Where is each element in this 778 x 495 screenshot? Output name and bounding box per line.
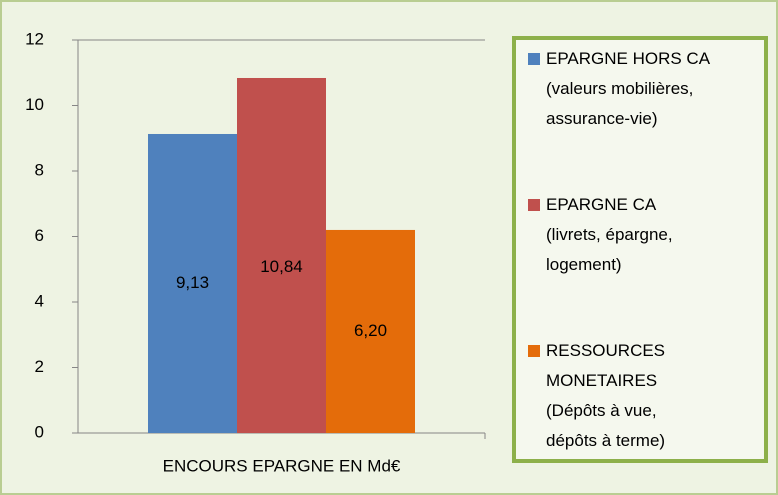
legend-label: EPARGNE HORS CA (valeurs mobilières, ass… xyxy=(546,49,711,128)
y-tick-label: 0 xyxy=(35,422,44,441)
y-tick-label: 12 xyxy=(25,29,44,48)
bar xyxy=(237,77,326,434)
legend-entry: RESSOURCES MONETAIRES (Dépôts à vue, dép… xyxy=(528,336,665,456)
y-tick-label: 4 xyxy=(35,291,44,310)
bar xyxy=(148,133,237,433)
y-tick-label: 2 xyxy=(35,357,44,376)
legend-entry: EPARGNE HORS CA (valeurs mobilières, ass… xyxy=(528,44,710,134)
y-tick-label: 8 xyxy=(35,160,44,179)
legend-label: RESSOURCES MONETAIRES (Dépôts à vue, dép… xyxy=(546,341,666,450)
y-tick-label: 6 xyxy=(35,226,44,245)
legend-swatch xyxy=(528,199,540,211)
legend: EPARGNE HORS CA (valeurs mobilières, ass… xyxy=(512,36,768,463)
legend-entry: EPARGNE CA (livrets, épargne, logement) xyxy=(528,190,673,280)
y-tick-label: 10 xyxy=(25,95,44,114)
value-label: 9,13 xyxy=(176,273,209,292)
legend-swatch xyxy=(528,53,540,65)
bar xyxy=(326,229,415,433)
legend-label: EPARGNE CA (livrets, épargne, logement) xyxy=(546,195,673,274)
legend-swatch xyxy=(528,345,540,357)
value-label: 6,20 xyxy=(354,321,387,340)
x-tick-label: ENCOURS EPARGNE EN Md€ xyxy=(163,456,401,475)
value-label: 10,84 xyxy=(260,257,303,276)
